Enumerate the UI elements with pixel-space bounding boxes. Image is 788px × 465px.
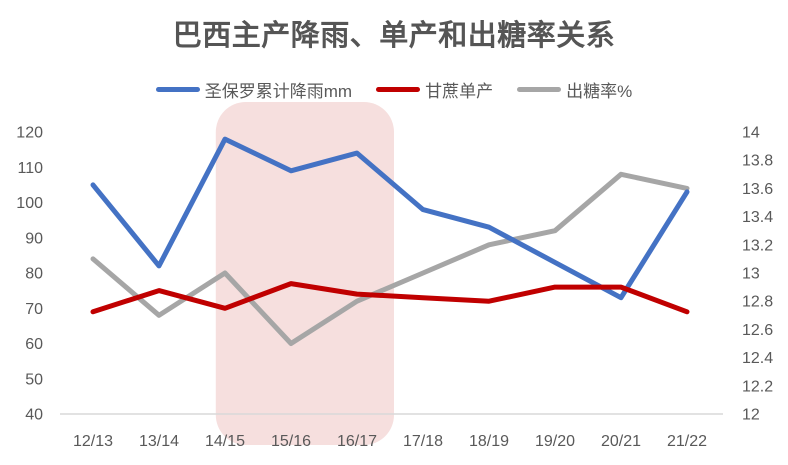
legend-swatch-icon [155,87,200,92]
x-axis-category-label: 12/13 [73,433,113,450]
right-axis-tick-label: 14 [742,125,760,142]
right-axis-tick-label: 12 [742,407,760,424]
series-line-rainfall [90,136,690,301]
x-axis-category-label: 17/18 [403,433,443,450]
left-axis-tick-label: 120 [16,125,43,142]
legend-label: 出糖率% [566,82,633,101]
right-axis-tick-label: 12.8 [742,294,773,311]
legend-item-1[interactable]: 甘蔗单产 [376,77,493,102]
x-axis-category-label: 20/21 [601,433,641,450]
highlight-band [215,102,394,445]
legend-item-0[interactable]: 圣保罗累计降雨mm [155,77,353,102]
legend-label: 圣保罗累计降雨mm [204,82,353,101]
right-axis-tick-label: 12.2 [742,378,773,395]
right-axis-tick-label: 13.8 [742,153,773,170]
x-axis-category-label: 15/16 [271,433,311,450]
chart-title: 巴西主产降雨、单产和出糖率关系 [172,20,616,52]
right-axis-tick-label: 12.6 [742,322,773,339]
right-axis-tick-label: 13.4 [742,209,773,226]
legend-item-2[interactable]: 出糖率% [517,77,632,102]
left-axis-tick-label: 70 [25,301,43,318]
right-axis-tick-label: 12.4 [742,350,773,367]
left-axis-tick-label: 80 [25,266,43,283]
left-axis-tick-label: 90 [25,230,43,247]
legend-label: 甘蔗单产 [425,82,494,101]
x-axis-category-label: 13/14 [139,433,179,450]
x-axis-category-label: 21/22 [667,433,707,450]
legend-swatch-icon [517,87,562,92]
right-axis-tick-label: 13.6 [742,181,773,198]
left-axis-tick-label: 40 [25,407,43,424]
legend: 圣保罗累计降雨mm 甘蔗单产 出糖率% [0,77,788,102]
x-axis-category-label: 18/19 [469,433,509,450]
x-axis-category-label: 14/15 [205,433,245,450]
left-axis-tick-label: 100 [16,195,43,212]
right-axis-tick-label: 13 [742,266,760,283]
x-axis-category-label: 16/17 [337,433,377,450]
left-axis-tick-label: 50 [25,371,43,388]
left-axis-tick-label: 110 [17,160,43,177]
legend-swatch-icon [376,87,421,92]
series-line-cane-yield [90,281,690,315]
right-axis-tick-label: 13.2 [742,237,773,254]
left-axis-tick-label: 60 [25,336,43,353]
series-line-sugar-rate [90,171,690,346]
x-axis-category-label: 19/20 [535,433,575,450]
